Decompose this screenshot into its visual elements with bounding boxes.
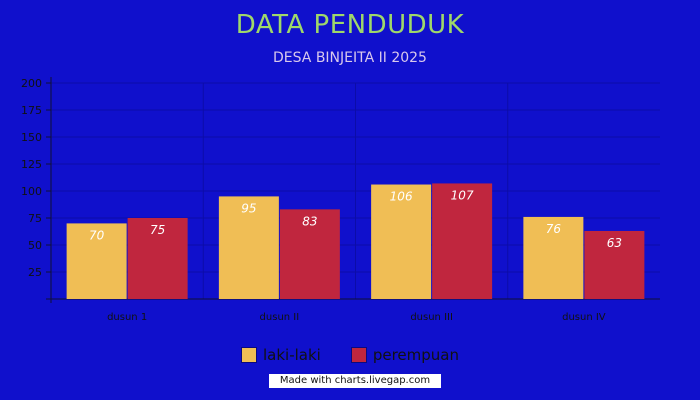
bar-laki-laki-4 xyxy=(523,216,584,299)
bar-laki-laki-2 xyxy=(218,196,279,299)
bar-perempuan-1 xyxy=(127,218,188,299)
data-label: 106 xyxy=(390,190,413,204)
credit-link[interactable]: Made with charts.livegap.com xyxy=(269,374,441,388)
y-tick-label: 125 xyxy=(21,158,42,171)
legend-swatch-perempuan xyxy=(350,347,367,363)
bar-laki-laki-3 xyxy=(371,184,432,299)
legend-label-perempuan: perempuan xyxy=(372,346,459,364)
x-tick-label: dusun II xyxy=(260,312,300,323)
legend: laki-laki perempuan xyxy=(0,346,700,364)
bar-perempuan-3 xyxy=(432,183,493,299)
chart-title: DATA PENDUDUK xyxy=(235,10,465,40)
bar-perempuan-4 xyxy=(584,230,645,299)
x-tick-label: dusun 1 xyxy=(107,312,147,323)
data-label: 70 xyxy=(89,228,105,242)
y-tick-label: 50 xyxy=(28,239,42,252)
data-label: 83 xyxy=(302,214,317,228)
legend-item-laki-laki[interactable]: laki-laki xyxy=(241,346,321,364)
legend-item-perempuan[interactable]: perempuan xyxy=(350,346,459,364)
y-tick-label: 75 xyxy=(28,212,42,225)
legend-label-laki-laki: laki-laki xyxy=(263,346,321,364)
data-label: 95 xyxy=(241,201,256,215)
data-label: 76 xyxy=(546,222,562,236)
y-tick-label: 100 xyxy=(21,185,42,198)
chart-subtitle: DESA BINJEITA II 2025 xyxy=(273,50,427,66)
y-tick-label: 175 xyxy=(21,104,42,117)
legend-swatch-laki-laki xyxy=(241,347,257,363)
y-tick-label: 150 xyxy=(21,131,42,144)
x-tick-label: dusun III xyxy=(410,312,453,323)
data-label: 63 xyxy=(607,236,622,250)
x-tick-label: dusun IV xyxy=(562,312,606,323)
data-label: 107 xyxy=(451,188,474,202)
bar-perempuan-2 xyxy=(279,209,340,299)
y-tick-label: 25 xyxy=(28,266,42,279)
bar-laki-laki-1 xyxy=(66,223,127,299)
data-label: 75 xyxy=(150,223,165,237)
y-tick-label: 200 xyxy=(21,77,42,90)
